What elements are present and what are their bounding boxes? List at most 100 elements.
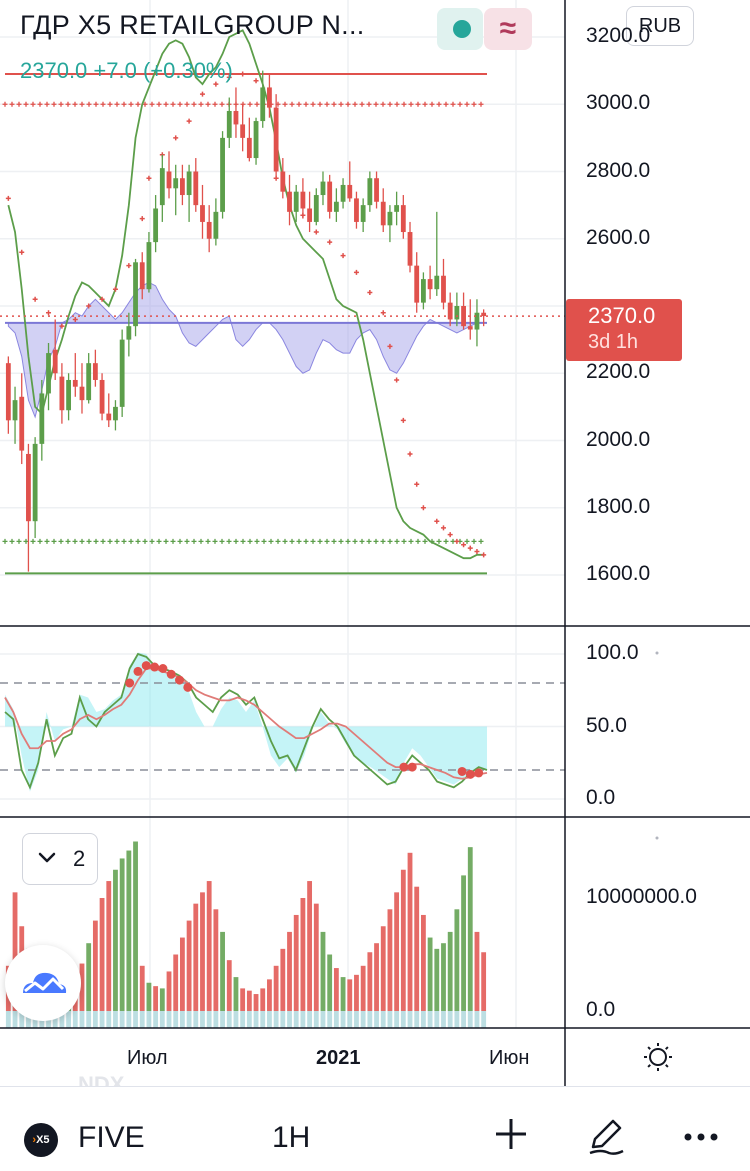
candle-body — [293, 191, 299, 212]
volume-base-bar — [387, 1011, 393, 1028]
volume-bar — [186, 920, 192, 1011]
psar-point — [99, 296, 105, 302]
candle-body — [267, 87, 272, 108]
psar-point — [139, 216, 145, 222]
stoch-signal-dot — [150, 662, 160, 672]
candle-body — [166, 171, 172, 189]
level-plus-marker — [457, 101, 463, 107]
volume-bar — [240, 988, 246, 1011]
candle-body — [173, 178, 179, 189]
candle-body — [193, 171, 199, 206]
candle-body — [233, 110, 239, 125]
level-plus-marker — [443, 538, 449, 544]
candle-body — [313, 195, 319, 222]
candle-body — [260, 87, 266, 122]
volume-bar — [166, 971, 172, 1011]
volume-base-bar — [313, 1011, 319, 1028]
stoch-signal-dot — [465, 769, 475, 779]
level-plus-marker — [282, 538, 288, 544]
volume-base-bar — [233, 1011, 239, 1028]
wave-button[interactable]: ≈ — [484, 8, 532, 50]
candle-body — [280, 171, 286, 192]
psar-point — [353, 269, 359, 275]
volume-base-bar — [19, 1011, 25, 1028]
psar-point — [407, 451, 413, 457]
candle-body — [441, 275, 446, 303]
pencil-icon[interactable] — [585, 1115, 627, 1167]
psar-point — [414, 481, 420, 487]
candle-body — [367, 178, 373, 206]
volume-bar — [280, 948, 286, 1011]
level-plus-marker — [226, 538, 232, 544]
indicator-toggle-button[interactable]: 2 — [22, 833, 98, 885]
volume-base-bar — [253, 1011, 259, 1028]
volume-bar — [273, 965, 279, 1011]
symbol-title[interactable]: ГДР X5 RETAILGROUP N... — [20, 10, 365, 40]
sun-ray — [647, 1046, 651, 1050]
axis-dot — [655, 651, 659, 655]
level-plus-marker — [401, 101, 407, 107]
level-plus-marker — [72, 101, 78, 107]
candle-body — [179, 178, 185, 196]
candle-body — [387, 211, 393, 226]
psar-point — [340, 253, 346, 259]
volume-base-bar — [300, 1011, 306, 1028]
volume-bar — [427, 937, 433, 1011]
candle-body — [32, 443, 38, 522]
volume-base-bar — [246, 1011, 252, 1028]
level-plus-marker — [9, 538, 15, 544]
volume-bar — [387, 909, 393, 1011]
currency-button[interactable]: RUB — [626, 6, 694, 46]
level-plus-marker — [317, 101, 323, 107]
psar-point — [72, 316, 78, 322]
theme-sun-icon[interactable] — [644, 1043, 672, 1071]
symbol-button[interactable]: FIVE — [78, 1121, 145, 1154]
tradingview-logo-icon[interactable] — [5, 945, 81, 1021]
volume-base-bar — [26, 1011, 31, 1028]
volume-base-bar — [414, 1011, 420, 1028]
volume-base-bar — [113, 1011, 118, 1028]
price-tick-label: 3000.0 — [586, 91, 651, 115]
volume-base-bar — [92, 1011, 98, 1028]
psar-point — [46, 310, 52, 316]
level-plus-marker — [247, 538, 253, 544]
level-plus-marker — [163, 538, 169, 544]
volume-bar — [300, 898, 306, 1011]
volume-bar — [414, 886, 420, 1011]
psar-point — [213, 81, 219, 87]
level-plus-marker — [422, 101, 428, 107]
volume-base-bar — [400, 1011, 406, 1028]
candle-body — [52, 349, 58, 374]
candle-body — [66, 379, 72, 411]
volume-bar — [226, 960, 232, 1011]
bottom-toolbar: ›X5 FIVE 1H — [0, 1086, 750, 1171]
level-plus-marker — [86, 538, 92, 544]
candle-body — [72, 379, 78, 387]
price-tick-label: 2600.0 — [586, 225, 651, 249]
candle-body — [153, 208, 159, 243]
volume-base-bar — [340, 1011, 346, 1028]
volume-base-bar — [5, 1011, 11, 1028]
market-status-button[interactable] — [437, 8, 483, 50]
level-plus-marker — [79, 101, 85, 107]
more-icon[interactable] — [682, 1115, 722, 1165]
psar-point — [434, 518, 440, 524]
plus-icon[interactable] — [492, 1115, 530, 1163]
level-plus-marker — [345, 538, 351, 544]
volume-base-bar — [307, 1011, 313, 1028]
level-plus-marker — [443, 101, 449, 107]
level-plus-marker — [205, 101, 211, 107]
price-tick-label: 1800.0 — [586, 494, 651, 518]
level-plus-marker — [2, 101, 8, 107]
level-plus-marker — [415, 538, 421, 544]
timeframe-button[interactable]: 1H — [272, 1121, 311, 1154]
level-plus-marker — [65, 101, 71, 107]
level-plus-marker — [107, 538, 113, 544]
volume-base-bar — [434, 1011, 440, 1028]
volume-base-bar — [133, 1011, 138, 1028]
volume-bar — [434, 948, 440, 1011]
volume-base-bar — [213, 1011, 219, 1028]
volume-base-bar — [354, 1011, 359, 1028]
candle-body — [307, 208, 313, 222]
